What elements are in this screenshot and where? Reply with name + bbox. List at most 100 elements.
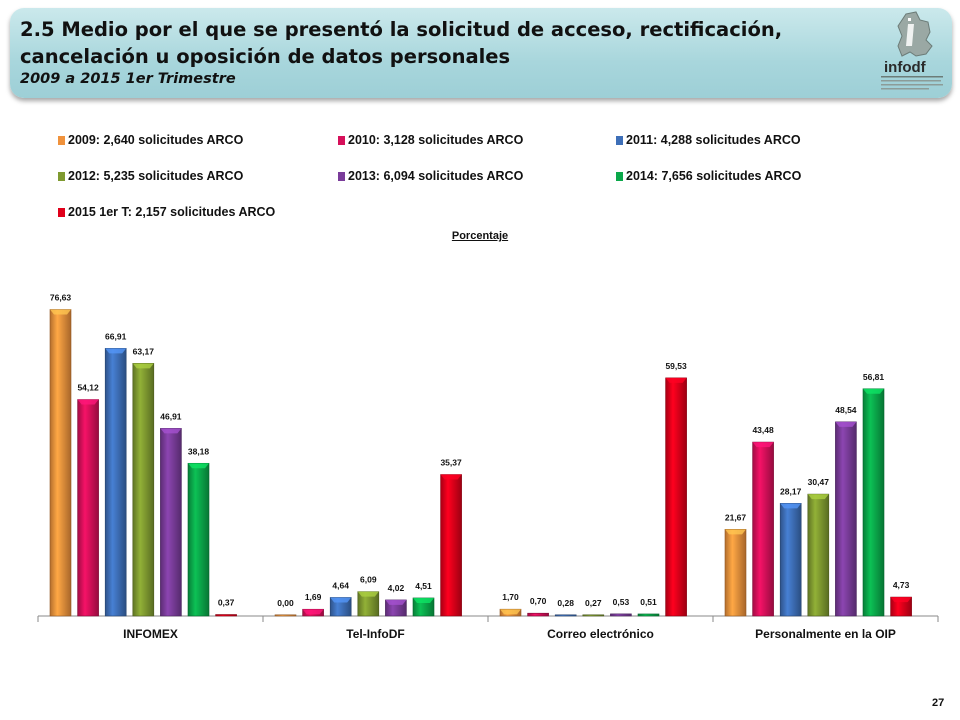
bar-bevel — [77, 399, 99, 405]
bar-bevel — [440, 474, 462, 480]
legend-label: 2014: 7,656 solicitudes ARCO — [626, 169, 802, 183]
bar — [104, 348, 127, 617]
data-label: 76,63 — [50, 292, 72, 302]
infodf-logo: infodf — [881, 11, 943, 90]
legend-swatch — [58, 136, 65, 146]
bar-bevel — [302, 609, 324, 615]
legend-item: 2012: 5,235 solicitudes ARCO — [58, 169, 243, 183]
legend-item: 2009: 2,640 solicitudes ARCO — [58, 133, 243, 147]
data-label: 0,51 — [640, 597, 657, 607]
bar — [835, 421, 857, 617]
data-label: 43,48 — [752, 425, 774, 435]
data-label: 56,81 — [863, 372, 885, 382]
bar-bevel — [807, 494, 829, 500]
legend-item: 2014: 7,656 solicitudes ARCO — [616, 169, 801, 183]
bar — [610, 613, 632, 617]
bar — [665, 377, 687, 617]
page-subtitle: 2009 a 2015 1er Trimestre — [20, 71, 236, 87]
bar-bevel — [835, 421, 857, 427]
bar-bevel — [665, 377, 687, 383]
bar-bevel — [890, 597, 912, 603]
data-label: 0,70 — [530, 596, 547, 606]
data-label: 4,64 — [332, 580, 349, 590]
legend-label: 2012: 5,235 solicitudes ARCO — [68, 169, 244, 183]
bar-bevel — [50, 309, 71, 315]
bar — [440, 474, 462, 617]
legend-item: 2010: 3,128 solicitudes ARCO — [338, 133, 523, 147]
data-label: 38,18 — [188, 446, 210, 456]
legend-swatch — [616, 136, 623, 146]
bar-bevel — [188, 463, 209, 469]
category-label: INFOMEX — [123, 627, 178, 641]
data-label: 0,00 — [277, 598, 294, 608]
category-label: Personalmente en la OIP — [755, 627, 896, 641]
bar-bevel — [752, 442, 774, 448]
legend-label: 2009: 2,640 solicitudes ARCO — [68, 133, 244, 147]
bar-bevel — [357, 591, 379, 597]
bar-bevel — [780, 503, 802, 509]
bar — [412, 597, 435, 617]
legend-item: 2015 1er T: 2,157 solicitudes ARCO — [58, 205, 275, 219]
data-label: 4,73 — [893, 580, 910, 590]
bar — [49, 309, 72, 617]
legend-swatch — [338, 136, 345, 146]
bar — [215, 614, 237, 617]
bar — [187, 462, 210, 617]
header-banner: 2.5 Medio por el que se presentó la soli… — [10, 8, 952, 98]
page-title: 2.5 Medio por el que se presentó la soli… — [20, 18, 783, 68]
legend-label: 2011: 4,288 solicitudes ARCO — [626, 133, 801, 147]
legend-swatch — [58, 208, 65, 218]
page-number: 27 — [932, 697, 945, 709]
data-label: 63,17 — [133, 346, 155, 356]
bar-bevel — [863, 388, 884, 394]
category-label: Correo electrónico — [547, 627, 654, 641]
legend-item: 2011: 4,288 solicitudes ARCO — [616, 133, 801, 147]
bar — [357, 591, 380, 617]
data-label: 46,91 — [160, 411, 182, 421]
legend-swatch — [58, 172, 65, 182]
bar — [329, 597, 352, 617]
legend-swatch — [338, 172, 345, 182]
legend-label: 2010: 3,128 solicitudes ARCO — [348, 133, 524, 147]
data-label: 0,28 — [557, 598, 574, 608]
data-label: 28,17 — [780, 486, 802, 496]
bar — [527, 612, 549, 617]
legend-label: 2015 1er T: 2,157 solicitudes ARCO — [68, 205, 276, 219]
bar-bevel — [330, 597, 352, 603]
y-axis-label: Porcentaje — [451, 230, 509, 242]
data-label: 0,53 — [613, 597, 630, 607]
legend-item: 2013: 6,094 solicitudes ARCO — [338, 169, 523, 183]
bar — [554, 614, 577, 617]
data-label: 54,12 — [77, 383, 99, 393]
data-label: 21,67 — [725, 512, 747, 522]
bar-bevel — [105, 348, 127, 354]
bar — [890, 596, 912, 617]
bar — [724, 529, 747, 617]
bar — [274, 614, 297, 617]
data-label: 30,47 — [808, 477, 830, 487]
logo-wordmark: infodf — [884, 59, 927, 76]
bar — [862, 388, 885, 617]
data-label: 48,54 — [835, 405, 857, 415]
data-label: 4,02 — [388, 583, 405, 593]
bar — [752, 441, 774, 617]
data-label: 1,69 — [305, 592, 322, 602]
bar — [779, 503, 802, 617]
data-label: 4,51 — [415, 581, 432, 591]
bar-bevel — [413, 597, 434, 603]
bar — [582, 614, 605, 617]
bar-bevel — [385, 599, 407, 605]
legend-label: 2013: 6,094 solicitudes ARCO — [348, 169, 524, 183]
data-label: 35,37 — [440, 458, 462, 468]
data-label: 66,91 — [105, 331, 127, 341]
bar — [807, 493, 830, 617]
bar-bevel — [160, 428, 182, 434]
bar — [160, 428, 182, 617]
bar — [77, 399, 99, 617]
data-label: 59,53 — [665, 361, 687, 371]
bar — [385, 599, 407, 617]
category-label: Tel-InfoDF — [346, 627, 404, 641]
data-label: 6,09 — [360, 575, 377, 585]
bar — [499, 608, 522, 617]
